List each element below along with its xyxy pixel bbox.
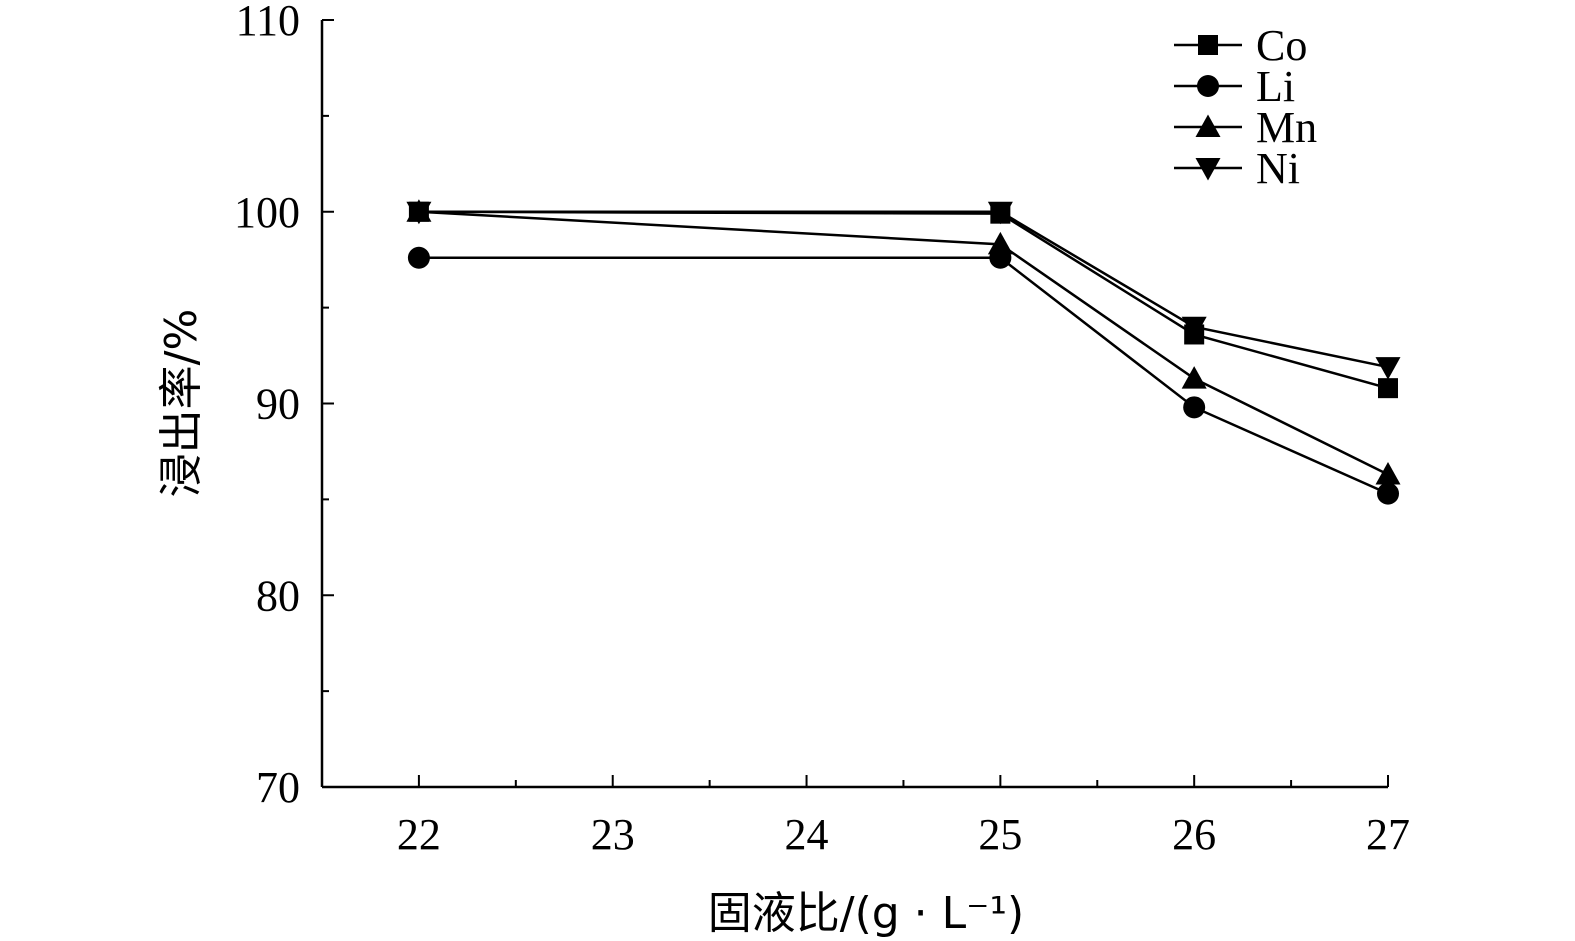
data-point-mn [987,231,1013,255]
x-tick-label: 22 [397,810,441,859]
series-line-ni [418,210,1389,369]
data-point-ni [1375,357,1401,380]
y-axis-title: 浸出率/% [156,309,207,498]
y-tick-label: 100 [234,188,300,237]
y-tick-label: 70 [256,763,300,812]
series-lines [418,210,1389,495]
data-point-ni [987,201,1013,225]
x-tick-label: 25 [978,810,1022,859]
series-line-mn [418,210,1389,476]
legend-marker-co [1198,35,1218,55]
legend-marker-ni [1195,158,1221,181]
y-tick-label: 90 [256,380,300,429]
series-line-li [418,256,1389,495]
y-tick-label: 80 [256,571,300,620]
x-tick-label: 27 [1366,810,1410,859]
axis-ticks: 70 80 90 100 110 22 23 24 25 26 27 [234,0,1410,859]
legend-label-co: Co [1256,21,1307,70]
legend-marker-li [1197,75,1219,97]
x-tick-label: 26 [1172,810,1216,859]
x-axis-title: 固液比/(g · L⁻¹) [708,888,1024,939]
axes [320,20,1388,789]
legend-label-ni: Ni [1256,144,1300,193]
y-tick-label: 110 [236,0,300,45]
data-point-mn [1181,366,1207,389]
series-markers [406,199,1401,505]
data-point-ni [406,201,432,225]
data-point-li [1377,482,1399,505]
legend-marker-mn [1195,114,1221,137]
legend-label-mn: Mn [1256,103,1317,152]
data-point-li [407,246,430,269]
data-point-li [1183,396,1206,419]
data-point-co [1378,378,1398,399]
legend-label-li: Li [1256,62,1295,111]
x-tick-label: 24 [785,810,829,859]
data-point-ni [1181,316,1207,340]
x-tick-label: 23 [591,810,635,859]
data-point-mn [1375,461,1401,485]
